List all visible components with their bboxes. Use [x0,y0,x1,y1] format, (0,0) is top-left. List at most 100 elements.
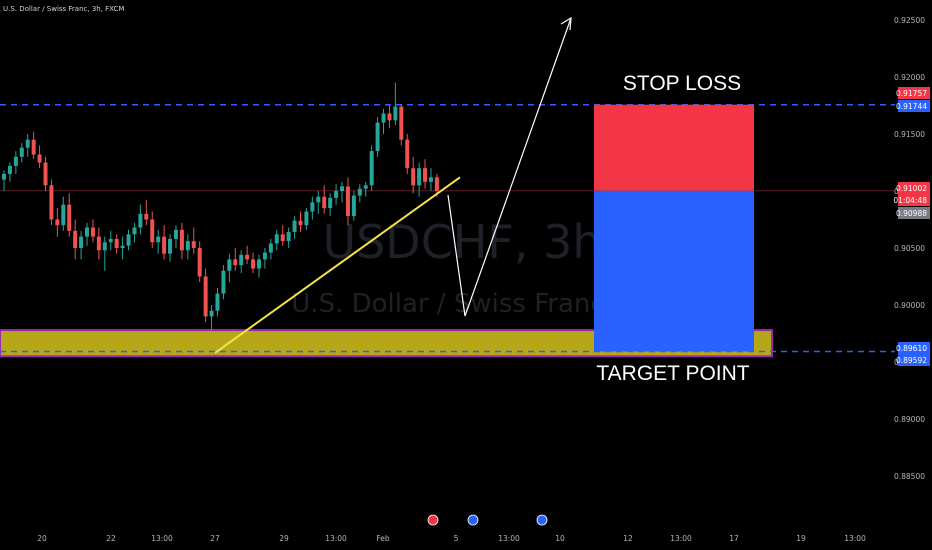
time-tick: 12 [623,534,633,543]
candle-body [334,191,339,198]
candle-body [85,227,90,237]
candle-body [434,177,439,191]
time-tick: 22 [106,534,116,543]
candle-body [162,236,167,254]
prev-price-badge: 0.90988 [896,209,927,218]
candle [268,238,273,260]
candle [340,181,345,203]
candle [191,227,196,254]
target-price-badge-1: 0.89610 [896,344,927,353]
candle-body [274,234,279,244]
candle [114,234,119,254]
stop-loss-price-badge: 0.91757 [896,89,927,98]
candle-body [2,173,6,180]
candle [185,234,190,260]
watermark-symbol: USDCHF, 3h [322,215,601,269]
candle-body [43,162,48,186]
candle-body [150,219,155,243]
candle [2,170,6,191]
candle [334,184,339,205]
candle [108,230,113,251]
candle [209,305,214,331]
candle [345,177,350,226]
target-price-badge-2-bg [898,354,930,366]
price-tick: 0.92000 [894,73,925,82]
candle [286,227,291,248]
time-tick: 13:00 [325,534,347,543]
event-flag-icon [467,514,479,526]
candle-body [102,242,107,251]
candle [428,168,433,191]
candle-body [156,236,161,243]
candle-body [239,254,244,266]
candle-body [268,243,273,253]
candle-body [203,276,208,317]
entry-price-badge: 0.91744 [896,102,927,111]
candle-body [221,270,226,294]
candle [304,208,309,230]
candle [31,131,36,160]
time-tick: 10 [555,534,565,543]
candle [387,105,392,129]
candle-body [37,154,42,163]
candle-body [245,254,250,260]
candle-body [417,168,422,186]
candle-body [405,139,410,169]
candle-body [138,213,143,228]
entry-price-badge-bg [898,100,930,112]
candle [369,145,374,191]
candle [25,134,30,157]
candle-body [173,229,178,239]
candle-body [25,139,30,148]
candle-body [428,177,433,182]
candle-body [209,310,214,317]
candle-body [126,234,131,246]
time-tick: 5 [454,534,459,543]
candle [215,287,220,317]
candle [90,219,95,243]
candle-body [381,113,386,123]
stop-loss-price-badge-bg [898,87,930,99]
candle-body [328,197,333,209]
candle [85,222,90,246]
candle [179,222,184,260]
candle [227,253,232,283]
time-tick: 13:00 [498,534,520,543]
candle [417,162,422,197]
candle-body [304,211,309,226]
prev-price-badge-bg [898,207,930,219]
price-tick: 0.92500 [894,16,925,25]
candle [245,245,250,264]
candle [399,104,404,146]
candle-body [132,227,137,235]
candle-body [233,259,238,266]
price-tick: 0.90500 [894,244,925,253]
candle [138,204,143,235]
candle-body [96,236,101,251]
candle-body [168,238,173,254]
candle [233,248,238,271]
time-tick: 13:00 [151,534,173,543]
candle-body [393,106,398,121]
candle-body [67,204,72,231]
candle-body [251,259,256,269]
candle [405,134,410,174]
time-tick: Feb [376,534,390,543]
candle [61,196,66,231]
candle [162,225,167,260]
target-price-badge-1-bg [898,342,930,354]
candle [144,200,149,226]
time-tick: 13:00 [844,534,866,543]
arrow-head-icon [560,16,572,31]
stop-loss-label: STOP LOSS [623,72,741,95]
candle-body [298,220,303,226]
candle [7,162,12,182]
candle [357,184,362,203]
time-tick: 27 [210,534,220,543]
candle [43,156,48,191]
candle-body [197,248,202,277]
candle [292,216,297,239]
candle-body [7,165,12,174]
time-tick: 29 [279,534,289,543]
